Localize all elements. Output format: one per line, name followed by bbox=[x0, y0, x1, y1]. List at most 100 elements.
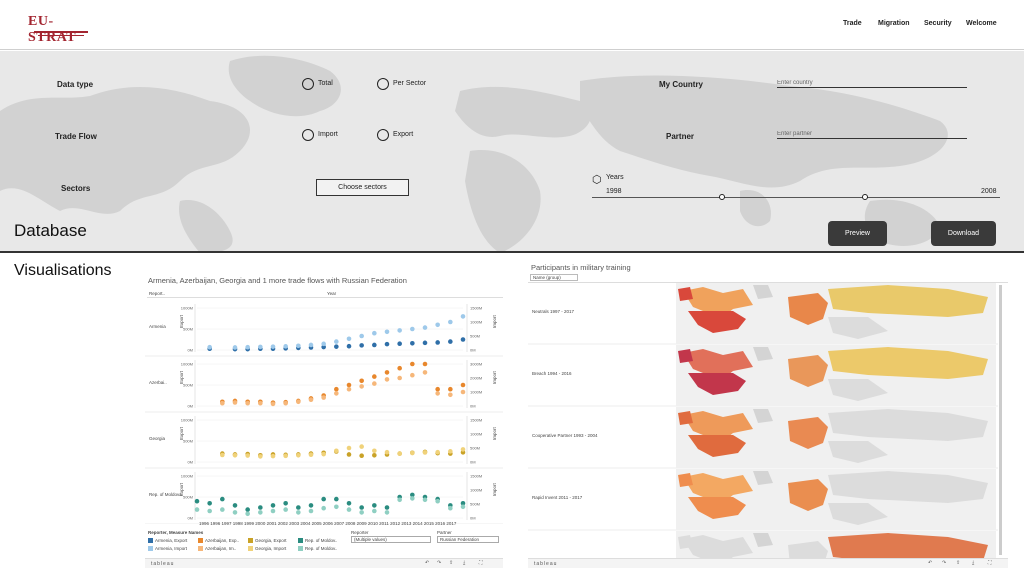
per-sector-radio[interactable] bbox=[377, 78, 389, 90]
data-point bbox=[308, 503, 314, 508]
europe-shape bbox=[788, 355, 828, 387]
partner-filter-value: Russian Federation bbox=[440, 537, 480, 542]
data-point bbox=[207, 344, 212, 350]
data-point bbox=[397, 497, 402, 503]
data-point bbox=[372, 330, 377, 336]
nav-welcome[interactable]: Welcome bbox=[966, 20, 997, 27]
preview-button[interactable]: Preview bbox=[828, 221, 887, 246]
years-hexagon-icon: ⬡ bbox=[592, 174, 602, 186]
right-tick-label: 500M bbox=[470, 446, 480, 451]
asia-south-shape bbox=[828, 503, 888, 525]
data-point bbox=[372, 503, 377, 508]
map-row-label: Rapid Invent 2011 - 2017 bbox=[532, 495, 583, 500]
right-tick-label: 2000M bbox=[470, 376, 482, 381]
data-point bbox=[359, 333, 364, 339]
toolbar2-fullscreen-icon[interactable]: ⛶ bbox=[988, 560, 993, 566]
data-point bbox=[422, 370, 428, 375]
data-point bbox=[422, 497, 428, 503]
left-tick-label: 1000M bbox=[181, 418, 193, 423]
right-tick-label: 1500M bbox=[470, 306, 482, 311]
map-scrollbar[interactable] bbox=[999, 285, 1002, 555]
data-point bbox=[194, 498, 200, 504]
data-point bbox=[384, 505, 390, 510]
greenland-shape bbox=[753, 533, 773, 547]
europe-shape bbox=[788, 293, 828, 325]
greenland-shape bbox=[753, 471, 773, 485]
data-point bbox=[397, 328, 402, 333]
logo-underline bbox=[34, 31, 88, 33]
data-point bbox=[359, 505, 364, 510]
toolbar2-redo-icon[interactable]: ↷ bbox=[942, 560, 948, 566]
logo-text: EU-STRAT bbox=[28, 14, 77, 45]
data-point bbox=[270, 453, 276, 459]
legend-swatch bbox=[298, 538, 303, 543]
data-point bbox=[296, 343, 301, 349]
left-tick-label: 500M bbox=[183, 327, 193, 332]
data-point bbox=[346, 343, 352, 349]
data-point bbox=[308, 342, 314, 348]
data-point bbox=[270, 503, 276, 508]
import-radio[interactable] bbox=[302, 129, 314, 141]
toolbar-download-icon[interactable]: ⤓ bbox=[463, 560, 467, 566]
alaska-shape bbox=[678, 287, 693, 301]
tableau-logo[interactable]: tableau bbox=[151, 561, 175, 567]
toolbar-fullscreen-icon[interactable]: ⛶ bbox=[479, 560, 484, 566]
nav-security[interactable]: Security bbox=[924, 20, 952, 27]
military-training-viz: Participants in military training Name (… bbox=[528, 260, 1008, 570]
world-map-background bbox=[0, 55, 948, 251]
partner-filter-label: Partner bbox=[437, 530, 452, 535]
eu-strat-logo[interactable]: EU-STRAT bbox=[28, 14, 94, 45]
toolbar2-download-icon[interactable]: ⤓ bbox=[972, 560, 976, 566]
partner-filter-dropdown[interactable]: Russian Federation bbox=[437, 536, 499, 543]
data-point bbox=[460, 389, 466, 395]
data-point bbox=[283, 400, 288, 406]
name-group-header[interactable]: Name (group) bbox=[530, 274, 578, 281]
data-point bbox=[435, 340, 440, 345]
left-tick-label: 1000M bbox=[181, 362, 193, 367]
right-tick-label: 0M bbox=[470, 404, 476, 409]
toolbar2-share-icon[interactable]: ⇪ bbox=[956, 560, 962, 566]
download-button[interactable]: Download bbox=[931, 221, 996, 246]
data-point bbox=[422, 340, 428, 346]
toolbar2-undo-icon[interactable]: ↶ bbox=[928, 560, 934, 566]
toolbar-undo-icon[interactable]: ↶ bbox=[425, 560, 431, 566]
data-point bbox=[460, 337, 466, 342]
legend-item-label: Armenia, Import bbox=[155, 546, 188, 551]
tableau-logo-2[interactable]: tableau bbox=[534, 561, 558, 567]
nav-trade[interactable]: Trade bbox=[843, 20, 862, 27]
data-point bbox=[245, 511, 250, 517]
right-axis-title: Import bbox=[492, 426, 497, 440]
usa-shape bbox=[688, 435, 746, 457]
data-point bbox=[384, 449, 390, 455]
right-tick-label: 3000M bbox=[470, 362, 482, 367]
reporter-filter-dropdown[interactable]: (Multiple values) bbox=[351, 536, 431, 543]
data-point bbox=[334, 391, 339, 396]
europe-shape bbox=[788, 541, 828, 558]
canada-shape bbox=[683, 349, 753, 379]
legend-swatch bbox=[148, 538, 153, 543]
right-tick-label: 0M bbox=[470, 348, 476, 353]
total-radio[interactable] bbox=[302, 78, 314, 90]
years-slider-track[interactable] bbox=[592, 197, 1000, 198]
toolbar-share-icon[interactable]: ⇪ bbox=[449, 560, 455, 566]
data-point bbox=[232, 452, 238, 458]
trade-flow-label: Trade Flow bbox=[55, 132, 97, 141]
data-point bbox=[410, 450, 415, 456]
partner-input[interactable] bbox=[777, 129, 967, 139]
nav-migration[interactable]: Migration bbox=[878, 20, 910, 27]
legend-item-label: Armenia, Export bbox=[155, 538, 188, 543]
export-radio[interactable] bbox=[377, 129, 389, 141]
years-slider-end-handle[interactable] bbox=[862, 194, 868, 200]
left-tick-label: 1000M bbox=[181, 306, 193, 311]
data-point bbox=[334, 496, 339, 502]
data-point bbox=[410, 361, 415, 367]
trade-chart-title: Armenia, Azerbaijan, Georgia and 1 more … bbox=[148, 276, 407, 285]
import-radio-label: Import bbox=[318, 131, 338, 138]
legend-item-label: Rep. of Moldov.. bbox=[305, 546, 338, 551]
years-slider-start-handle[interactable] bbox=[719, 194, 725, 200]
russia-shape bbox=[828, 347, 988, 379]
data-point bbox=[346, 445, 352, 451]
country-input[interactable] bbox=[777, 78, 967, 88]
choose-sectors-button[interactable]: Choose sectors bbox=[316, 179, 409, 196]
toolbar-redo-icon[interactable]: ↷ bbox=[437, 560, 443, 566]
